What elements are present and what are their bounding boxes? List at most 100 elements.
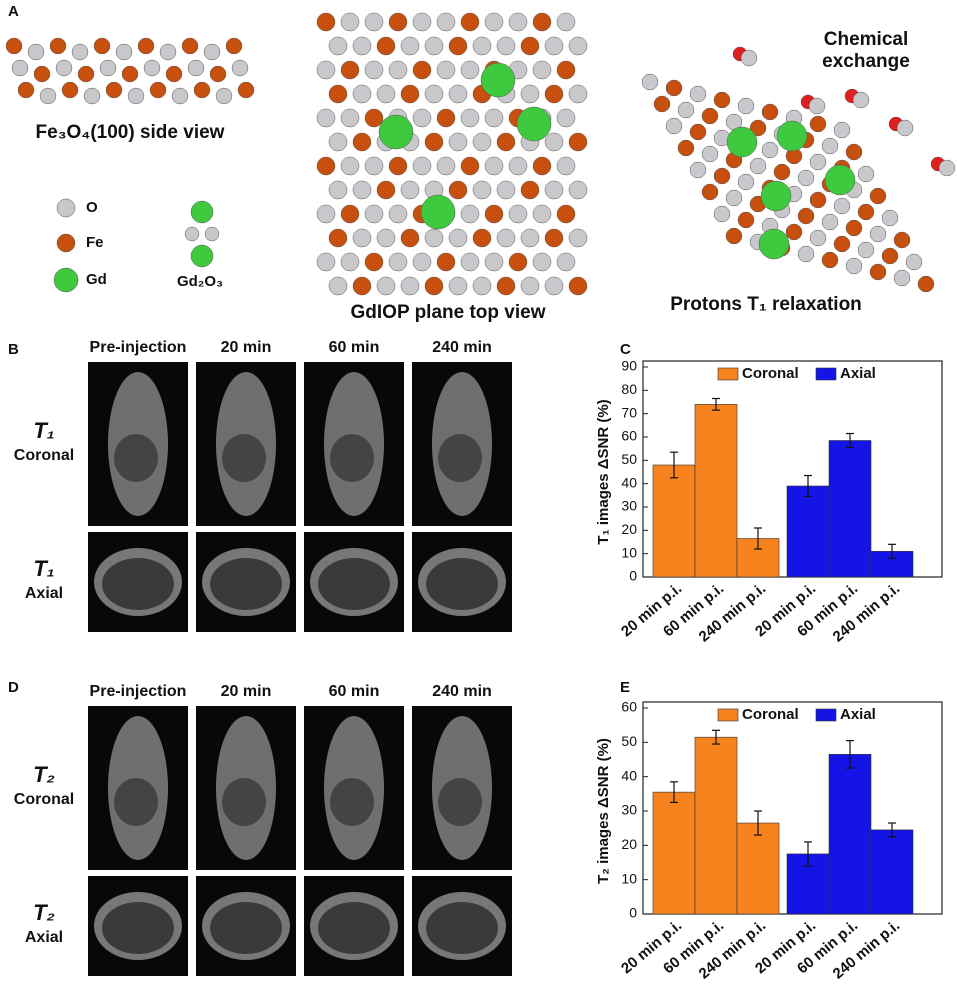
atom: [204, 226, 220, 242]
mri-organ: [222, 434, 266, 482]
atom: [137, 37, 155, 55]
atom: [105, 81, 123, 99]
y-tick-label: 30: [621, 802, 637, 818]
mri-slice-inner: [318, 902, 390, 954]
mri-organ: [330, 778, 374, 826]
atom: [412, 12, 432, 32]
atom: [420, 194, 456, 230]
atom: [472, 276, 492, 296]
caption: exchange: [822, 51, 910, 72]
atom: [400, 180, 420, 200]
atom: [472, 180, 492, 200]
bar: [694, 404, 738, 578]
column-header: 20 min: [221, 339, 272, 356]
atom: [520, 228, 540, 248]
row-label: T₂: [33, 900, 55, 925]
atom: [56, 198, 76, 218]
atom: [758, 228, 790, 260]
atom: [149, 81, 167, 99]
atom: [938, 159, 956, 177]
bar: [828, 754, 872, 915]
atom: [809, 191, 827, 209]
atom: [340, 252, 360, 272]
atom: [905, 253, 923, 271]
atom: [689, 85, 707, 103]
atom: [412, 252, 432, 272]
mri-organ: [438, 778, 482, 826]
atom: [556, 156, 576, 176]
atom: [460, 204, 480, 224]
atom: [713, 205, 731, 223]
atom: [215, 87, 233, 105]
mri-organ: [114, 778, 158, 826]
mri-slice-inner: [102, 558, 174, 610]
atom: [568, 84, 588, 104]
atom: [725, 227, 743, 245]
atom: [53, 267, 79, 293]
column-header: 60 min: [329, 683, 380, 700]
atom: [496, 276, 516, 296]
atom: [316, 204, 336, 224]
atom: [496, 36, 516, 56]
atom: [472, 228, 492, 248]
atom: [568, 276, 588, 296]
atom: [209, 65, 227, 83]
atom: [352, 36, 372, 56]
atom: [845, 257, 863, 275]
atom: [55, 59, 73, 77]
legend-swatch: [717, 367, 739, 381]
atom: [388, 156, 408, 176]
atom: [171, 87, 189, 105]
y-tick-label: 10: [621, 870, 637, 886]
atom: [436, 252, 456, 272]
atom: [340, 60, 360, 80]
atom: [237, 81, 255, 99]
atom: [532, 60, 552, 80]
atom: [165, 65, 183, 83]
atom: [460, 12, 480, 32]
row-label: Axial: [25, 929, 63, 946]
atom: [328, 180, 348, 200]
atom: [316, 156, 336, 176]
atom: [737, 211, 755, 229]
atom: [833, 235, 851, 253]
atom: [27, 43, 45, 61]
atom: [340, 108, 360, 128]
atom: [436, 156, 456, 176]
caption: Gd₂O₃: [177, 273, 223, 290]
atom: [11, 59, 29, 77]
atom: [184, 226, 200, 242]
atom: [516, 106, 552, 142]
atom: [544, 228, 564, 248]
atom: [376, 36, 396, 56]
bar: [694, 736, 738, 915]
y-tick-label: 0: [629, 568, 637, 584]
atom: [824, 164, 856, 196]
atom: [857, 203, 875, 221]
atom: [761, 141, 779, 159]
atom: [83, 87, 101, 105]
atom: [436, 108, 456, 128]
atom: [761, 103, 779, 121]
atom: [77, 65, 95, 83]
caption: GdIOP plane top view: [351, 302, 546, 323]
legend-swatch: [815, 708, 837, 722]
atom: [388, 252, 408, 272]
atom: [193, 81, 211, 99]
atom: [532, 252, 552, 272]
atom: [917, 275, 935, 293]
atom: [725, 189, 743, 207]
column-header: 20 min: [221, 683, 272, 700]
atom: [460, 60, 480, 80]
atom: [532, 12, 552, 32]
atom: [532, 156, 552, 176]
mri-slice-inner: [426, 902, 498, 954]
bar: [786, 485, 830, 578]
atom: [412, 60, 432, 80]
mri-slice-inner: [318, 558, 390, 610]
atom: [364, 12, 384, 32]
atom: [484, 12, 504, 32]
atom: [376, 180, 396, 200]
atom: [689, 123, 707, 141]
